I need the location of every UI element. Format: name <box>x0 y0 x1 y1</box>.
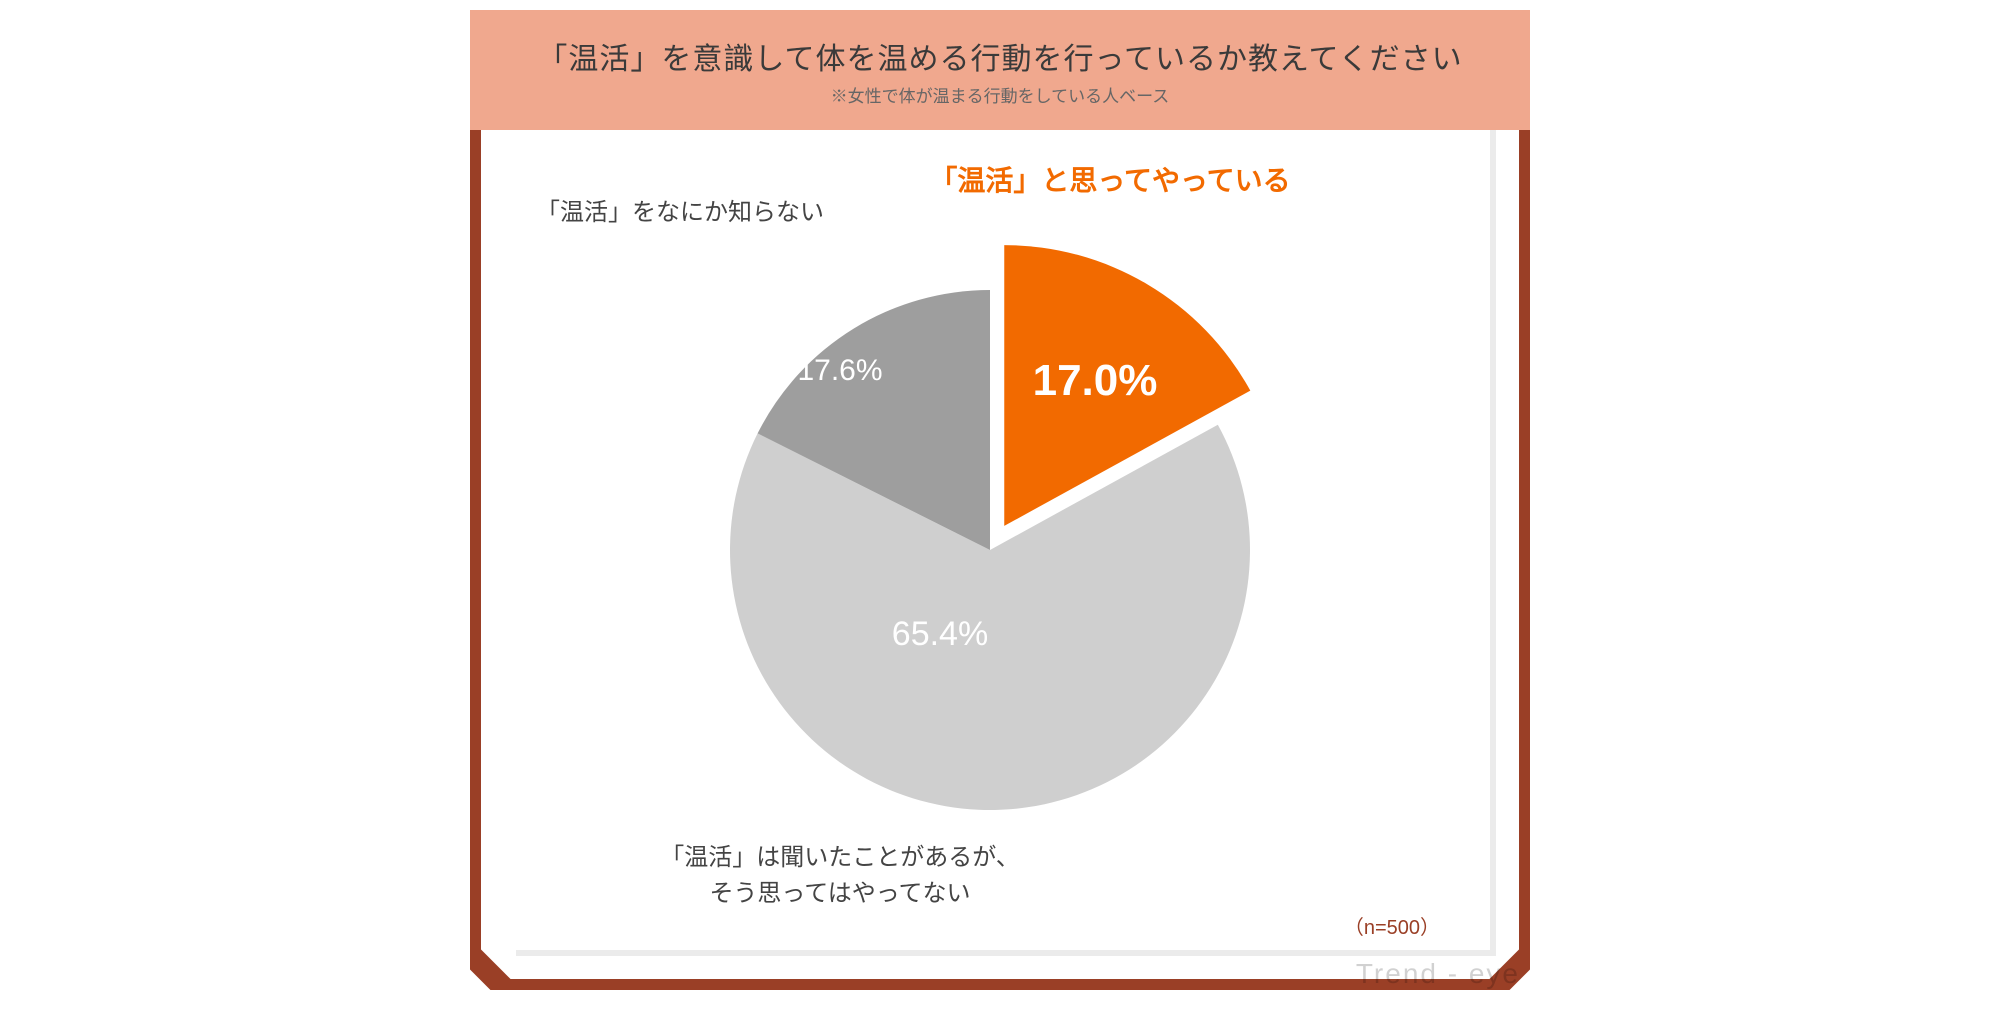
chart-title: 「温活」を意識して体を温める行動を行っているか教えてください <box>537 34 1462 78</box>
pie-chart: 17.0% 65.4% 17.6% 「温活」と思ってやっている「温活」は聞いたことが… <box>510 120 1490 950</box>
watermark: Trend - eye <box>1356 958 1520 990</box>
pie-svg: 17.0% 65.4% 17.6% <box>510 120 1490 950</box>
pie-label-dont_know: 「温活」をなにか知らない <box>536 195 824 231</box>
pie-label-heard_not_doing: 「温活」は聞いたことがあるが、そう思ってはやってない <box>660 840 1020 912</box>
chart-stage: 「温活」を意識して体を温める行動を行っているか教えてください ※女性で体が温まる… <box>450 10 1550 1010</box>
pie-pct-heard_not_doing: 65.4% <box>892 615 988 653</box>
pie-label-aware_doing: 「温活」と思ってやっている <box>929 160 1290 202</box>
pie-pct-aware_doing: 17.0% <box>1033 356 1158 405</box>
sample-size-note: （n=500） <box>1344 911 1440 940</box>
title-banner: 「温活」を意識して体を温める行動を行っているか教えてください ※女性で体が温まる… <box>470 10 1530 130</box>
inner-card: 17.0% 65.4% 17.6% 「温活」と思ってやっている「温活」は聞いたことが… <box>510 120 1490 950</box>
chart-subtitle: ※女性で体が温まる行動をしている人ベース <box>831 82 1170 107</box>
pie-pct-dont_know: 17.6% <box>797 354 882 387</box>
